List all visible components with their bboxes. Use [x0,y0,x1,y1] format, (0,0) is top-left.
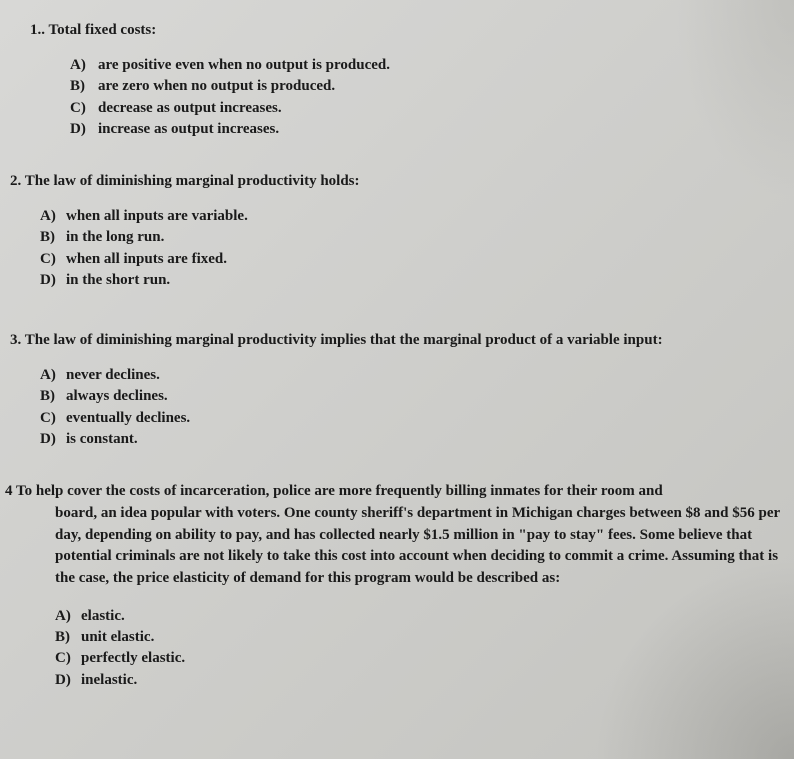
option-row: A) never declines. [40,365,784,385]
option-text: when all inputs are variable. [66,206,248,226]
option-text: perfectly elastic. [81,648,185,668]
option-letter: D) [40,270,66,290]
option-text: always declines. [66,386,168,406]
option-text: decrease as output increases. [98,98,282,118]
option-text: inelastic. [81,670,137,690]
q4-lead: 4 To help cover the costs of incarcerati… [5,483,663,499]
options-list: A) never declines. B) always declines. C… [40,365,784,449]
question-prompt: 2. The law of diminishing marginal produ… [10,171,784,192]
option-letter: A) [55,606,81,626]
option-letter: D) [40,429,66,449]
option-row: D) increase as output increases. [70,119,784,139]
option-letter: B) [55,627,81,647]
option-letter: C) [70,98,98,118]
option-text: in the long run. [66,227,164,247]
option-row: D) is constant. [40,429,784,449]
options-list: A) are positive even when no output is p… [70,55,784,139]
option-row: B) in the long run. [40,227,784,247]
option-text: increase as output increases. [98,119,279,139]
option-letter: B) [70,76,98,96]
option-row: C) when all inputs are fixed. [40,249,784,269]
option-text: is constant. [66,429,138,449]
question-prompt: 4 To help cover the costs of incarcerati… [5,481,784,590]
option-text: are positive even when no output is prod… [98,55,390,75]
option-letter: B) [40,227,66,247]
option-row: D) in the short run. [40,270,784,290]
option-letter: A) [40,206,66,226]
option-text: eventually declines. [66,408,190,428]
option-text: are zero when no output is produced. [98,76,335,96]
option-letter: C) [40,408,66,428]
option-row: A) when all inputs are variable. [40,206,784,226]
option-text: elastic. [81,606,125,626]
option-letter: A) [40,365,66,385]
question-3: 3. The law of diminishing marginal produ… [10,330,784,449]
question-1: 1.. Total fixed costs: A) are positive e… [30,20,784,139]
option-letter: D) [70,119,98,139]
option-row: D) inelastic. [55,670,784,690]
question-prompt: 1.. Total fixed costs: [30,20,784,41]
question-prompt: 3. The law of diminishing marginal produ… [10,330,784,351]
option-text: when all inputs are fixed. [66,249,227,269]
option-letter: D) [55,670,81,690]
option-letter: B) [40,386,66,406]
option-letter: A) [70,55,98,75]
options-list: A) when all inputs are variable. B) in t… [40,206,784,290]
option-row: C) eventually declines. [40,408,784,428]
q4-body: board, an idea popular with voters. One … [5,503,784,590]
option-row: A) elastic. [55,606,784,626]
option-text: in the short run. [66,270,170,290]
option-row: B) always declines. [40,386,784,406]
option-row: C) decrease as output increases. [70,98,784,118]
option-row: C) perfectly elastic. [55,648,784,668]
question-4: 4 To help cover the costs of incarcerati… [5,481,784,690]
option-letter: C) [55,648,81,668]
option-text: never declines. [66,365,160,385]
option-row: B) are zero when no output is produced. [70,76,784,96]
options-list: A) elastic. B) unit elastic. C) perfectl… [55,606,784,690]
option-row: B) unit elastic. [55,627,784,647]
option-row: A) are positive even when no output is p… [70,55,784,75]
option-text: unit elastic. [81,627,154,647]
question-2: 2. The law of diminishing marginal produ… [10,171,784,290]
option-letter: C) [40,249,66,269]
